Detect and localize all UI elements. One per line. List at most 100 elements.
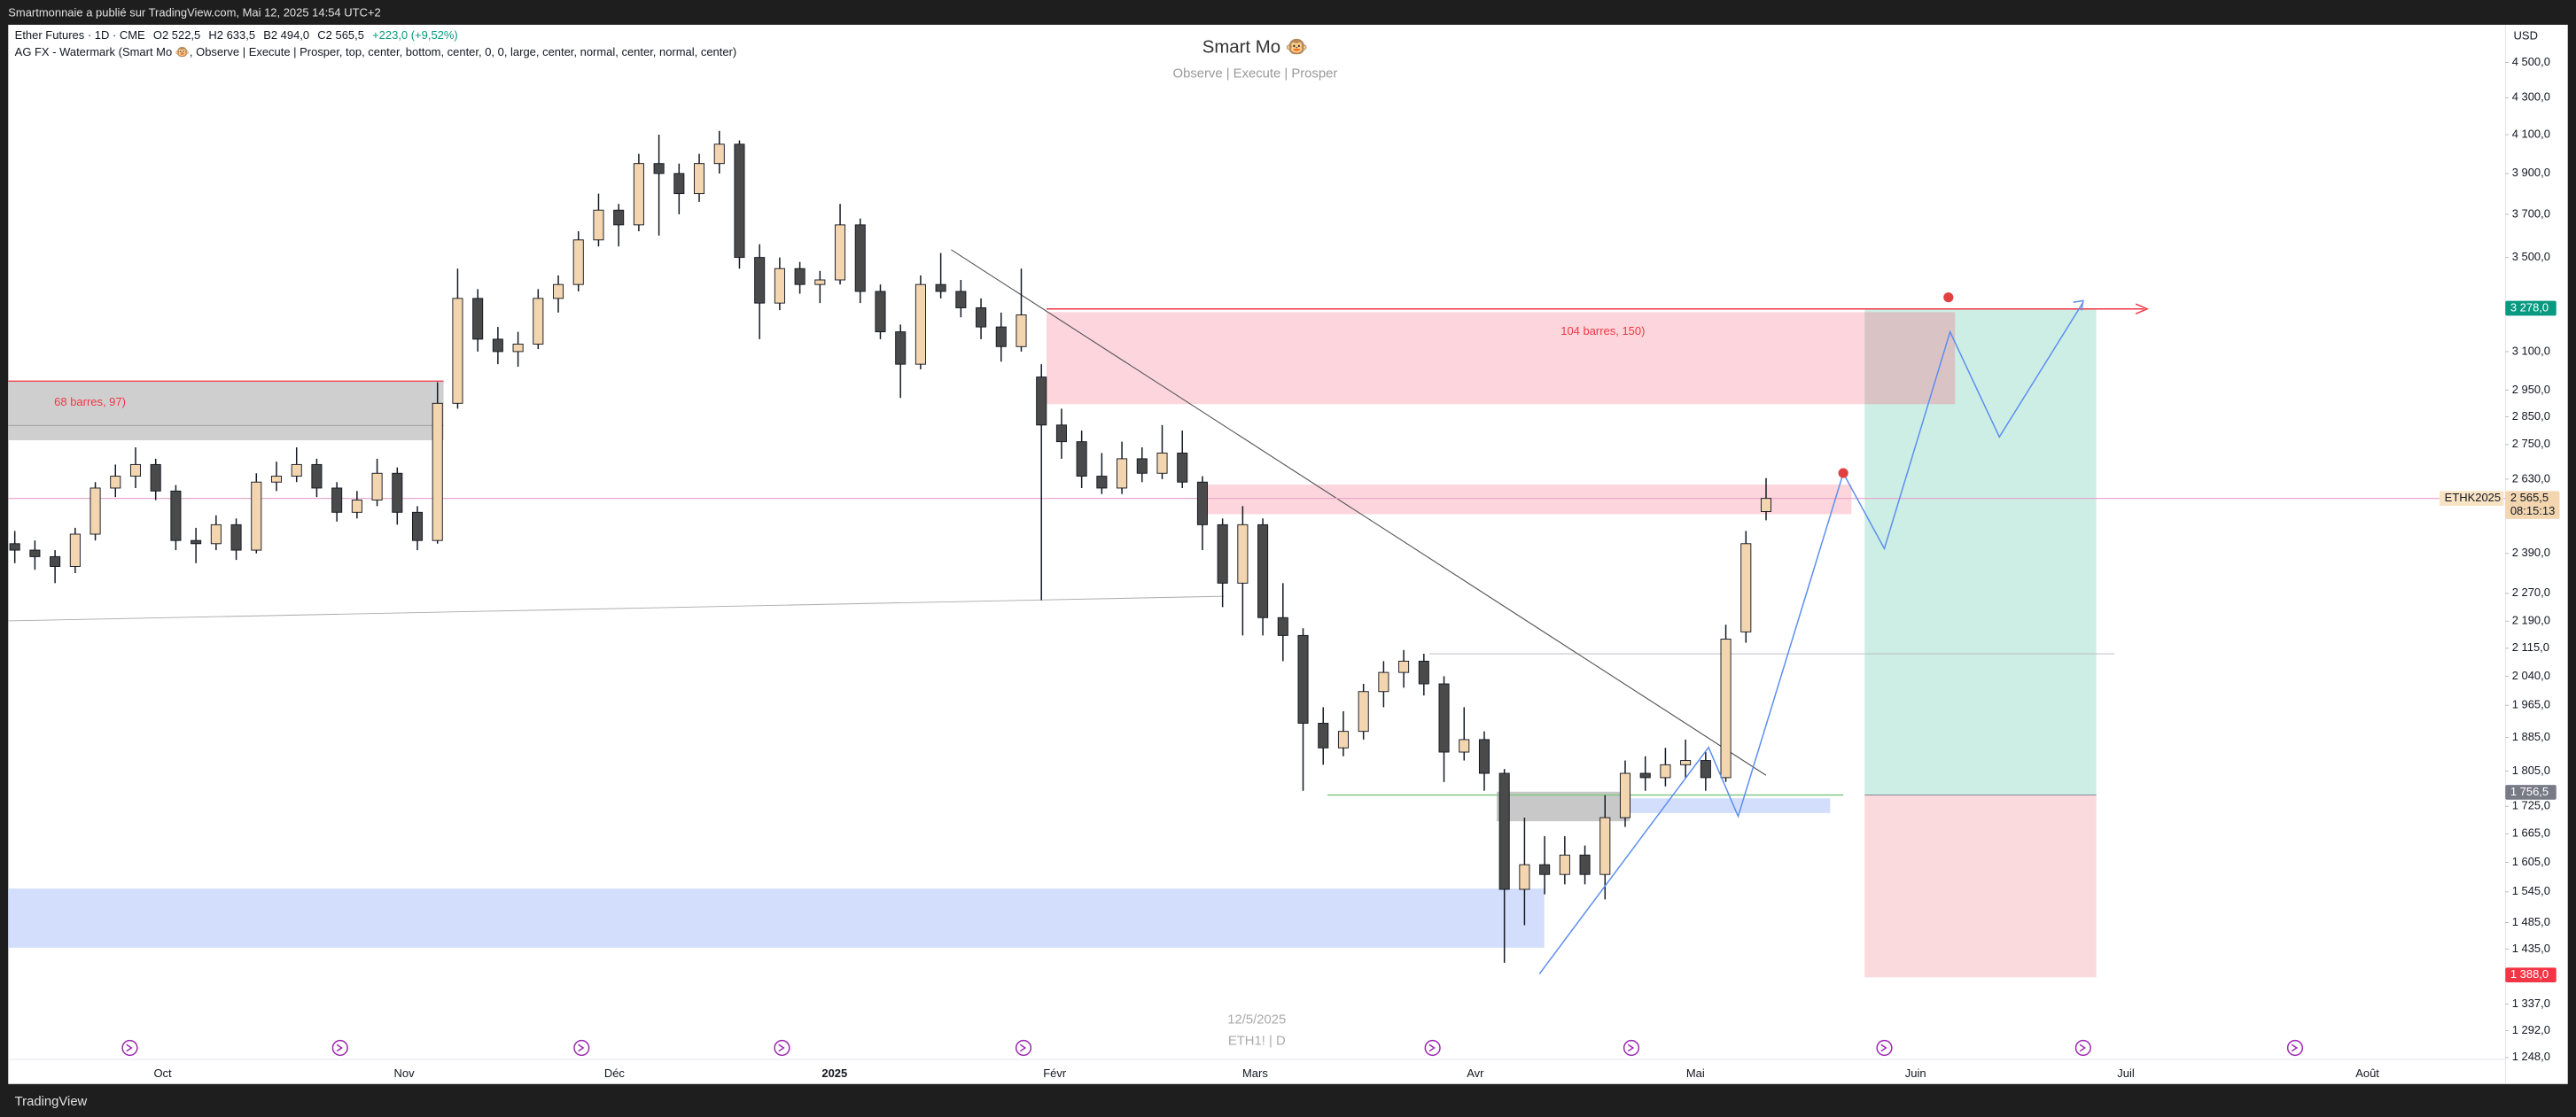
demand-zone [1630, 798, 1831, 813]
x-tick-label: Juil [2117, 1067, 2135, 1080]
candle-body [633, 163, 644, 226]
event-icon [578, 1043, 585, 1052]
candle-body [230, 524, 242, 551]
y-tick-label: 2 850,0 [2512, 409, 2550, 423]
candle-body [552, 283, 564, 299]
candle-body [794, 268, 805, 285]
candle-body [1559, 854, 1570, 875]
symbol-label: ETHK2025 [2445, 491, 2501, 504]
candle-body [814, 279, 826, 285]
candle-body [411, 511, 424, 541]
legend-indicator: AG FX - Watermark (Smart Mo 🐵, Observe |… [15, 45, 737, 58]
candle-body [613, 209, 625, 226]
candle-body [572, 239, 584, 285]
y-tick-label: 2 950,0 [2512, 383, 2550, 396]
overlap-zone [1864, 312, 1956, 405]
y-tick-label: 1 725,0 [2512, 799, 2550, 812]
price-axis [2505, 24, 2568, 1084]
event-icon [126, 1043, 133, 1052]
last-price-label: 2 565,5 [2510, 491, 2549, 504]
candle-body [1438, 683, 1450, 753]
event-icon [774, 1039, 790, 1057]
candle-body [29, 549, 41, 557]
watermark-date: 12/5/2025 [1227, 1012, 1286, 1027]
legend-close: C2 565,5 [317, 28, 364, 42]
trend-line [8, 595, 1225, 622]
candle-body [351, 500, 362, 513]
candle-body [89, 487, 101, 535]
candle-body [1337, 731, 1349, 749]
y-tick-label: 2 390,0 [2512, 546, 2550, 559]
candle-body [50, 555, 61, 567]
candle-body [593, 209, 604, 241]
y-tick-label: 1 605,0 [2512, 855, 2550, 868]
candle-body [1016, 314, 1027, 347]
candle-body [1680, 760, 1692, 765]
trend-line [951, 249, 1767, 776]
candle-body [1478, 739, 1490, 774]
annotation: 104 barres, 150) [1560, 324, 1645, 337]
candle-body [854, 224, 866, 292]
watermark-title: Smart Mo 🐵 [1202, 37, 1308, 57]
y-tick-label: 3 700,0 [2512, 206, 2550, 220]
candle-body [1539, 864, 1551, 875]
candle-body [673, 173, 685, 195]
candle-body [1660, 764, 1671, 779]
event-icon [573, 1039, 590, 1057]
x-tick-label: Oct [153, 1067, 172, 1080]
candle-body [1237, 524, 1249, 584]
stop-zone [1864, 795, 2097, 978]
candle-body [191, 539, 202, 545]
currency: USD [2514, 28, 2538, 42]
y-tick-label: 1 337,0 [2512, 997, 2550, 1010]
x-tick-label: Déc [604, 1067, 626, 1080]
candle-body [9, 543, 20, 551]
candle-body [1720, 639, 1732, 779]
y-tick-label: 3 100,0 [2512, 344, 2550, 357]
candle-body [734, 144, 745, 259]
y-tick-label: 1 545,0 [2512, 884, 2550, 897]
event-icon [2079, 1043, 2087, 1052]
candle-body [492, 338, 503, 353]
candle-body [1217, 524, 1228, 584]
candle-body [653, 163, 665, 175]
symbol-tag [2440, 491, 2504, 506]
demand-zone [8, 888, 1545, 948]
candle-body [1498, 772, 1510, 890]
y-tick-label: 2 115,0 [2512, 640, 2549, 654]
arrow [2073, 299, 2084, 311]
candle-body [69, 533, 81, 567]
y-tick-label: 1 435,0 [2512, 942, 2550, 955]
candle-body [1760, 498, 1772, 512]
y-tick-label: 1 885,0 [2512, 730, 2550, 743]
candle-body [432, 402, 443, 541]
annotation: 68 barres, 97) [54, 395, 126, 408]
projection [1538, 301, 2084, 974]
x-tick-label: Mars [1242, 1067, 1268, 1080]
candle-body [754, 257, 766, 304]
candle-body [1740, 543, 1752, 632]
candle-body [1639, 772, 1651, 779]
candle-body [1117, 458, 1128, 489]
x-tick-label: Juin [1905, 1067, 1926, 1080]
candle-body [1459, 739, 1470, 753]
price-tag [2505, 967, 2557, 983]
candle-body [1358, 691, 1369, 733]
event-icon [1015, 1039, 1032, 1057]
candle-body [835, 224, 846, 281]
event-icon [1627, 1043, 1635, 1052]
legend-low: B2 494,0 [263, 28, 309, 42]
candle-body [1055, 424, 1067, 443]
candle-body [1619, 772, 1631, 818]
event-icon [1623, 1039, 1640, 1057]
candle-body [713, 144, 725, 165]
candle-body [1519, 864, 1530, 890]
event-icon [331, 1039, 348, 1057]
x-tick-label: Févr [1043, 1067, 1067, 1080]
x-tick-label: Août [2355, 1067, 2379, 1080]
candle-body [955, 291, 967, 308]
candle-body [331, 487, 343, 513]
candle-body [1177, 452, 1188, 483]
